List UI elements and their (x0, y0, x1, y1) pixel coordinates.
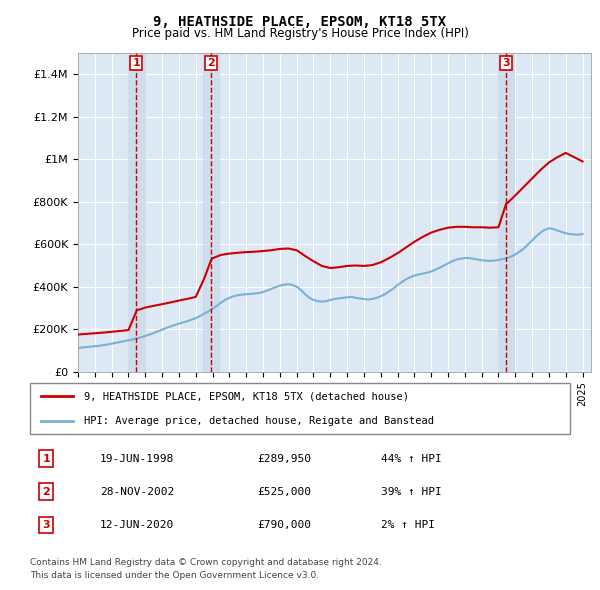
Text: 2% ↑ HPI: 2% ↑ HPI (381, 520, 435, 530)
Text: Contains HM Land Registry data © Crown copyright and database right 2024.: Contains HM Land Registry data © Crown c… (30, 558, 382, 566)
Text: 2: 2 (207, 58, 215, 68)
FancyBboxPatch shape (30, 384, 570, 434)
Text: 28-NOV-2002: 28-NOV-2002 (100, 487, 175, 497)
Text: HPI: Average price, detached house, Reigate and Banstead: HPI: Average price, detached house, Reig… (84, 416, 434, 426)
Text: 44% ↑ HPI: 44% ↑ HPI (381, 454, 442, 464)
Text: 2: 2 (43, 487, 50, 497)
Text: £790,000: £790,000 (257, 520, 311, 530)
Text: £525,000: £525,000 (257, 487, 311, 497)
Text: 9, HEATHSIDE PLACE, EPSOM, KT18 5TX: 9, HEATHSIDE PLACE, EPSOM, KT18 5TX (154, 15, 446, 29)
Text: 1: 1 (133, 58, 140, 68)
Text: 19-JUN-1998: 19-JUN-1998 (100, 454, 175, 464)
Bar (497, 53, 514, 372)
Text: 12-JUN-2020: 12-JUN-2020 (100, 520, 175, 530)
Bar (128, 53, 145, 372)
Text: 3: 3 (502, 58, 510, 68)
Text: 1: 1 (43, 454, 50, 464)
Bar (203, 53, 220, 372)
Text: Price paid vs. HM Land Registry's House Price Index (HPI): Price paid vs. HM Land Registry's House … (131, 27, 469, 40)
Text: £289,950: £289,950 (257, 454, 311, 464)
Text: This data is licensed under the Open Government Licence v3.0.: This data is licensed under the Open Gov… (30, 571, 319, 579)
Text: 9, HEATHSIDE PLACE, EPSOM, KT18 5TX (detached house): 9, HEATHSIDE PLACE, EPSOM, KT18 5TX (det… (84, 391, 409, 401)
Text: 3: 3 (43, 520, 50, 530)
Text: 39% ↑ HPI: 39% ↑ HPI (381, 487, 442, 497)
